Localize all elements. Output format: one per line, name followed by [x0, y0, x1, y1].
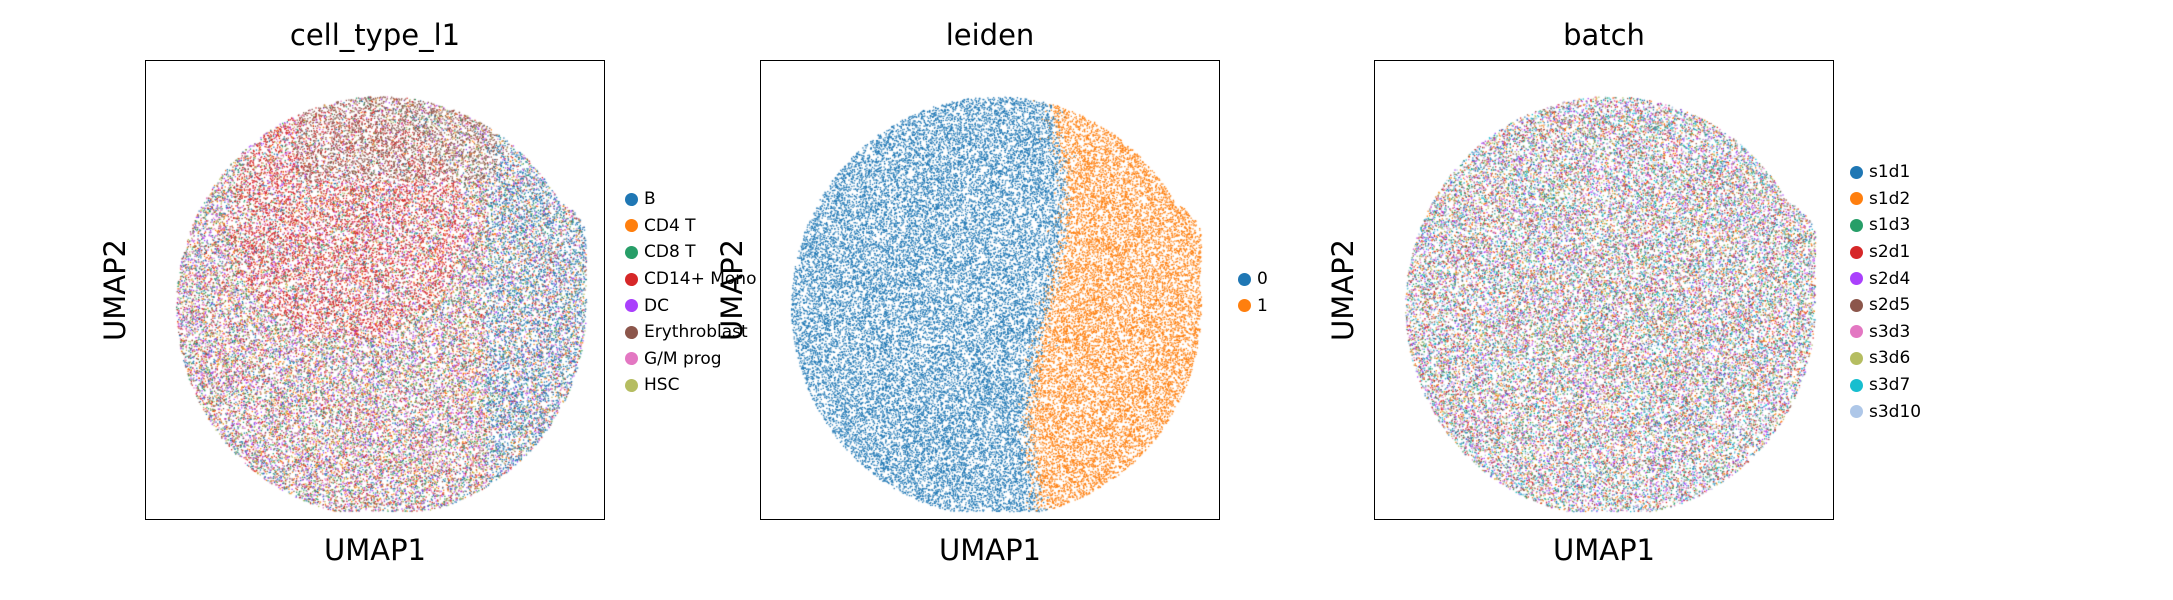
- legend-label: s3d7: [1869, 375, 1911, 396]
- legend-marker: [1850, 325, 1863, 339]
- legend-label: s2d4: [1869, 268, 1911, 289]
- legend-marker: [625, 192, 638, 206]
- y-axis-label: UMAP2: [715, 238, 749, 342]
- legend-label: B: [644, 189, 656, 210]
- legend-label: CD4 T: [644, 215, 696, 236]
- legend-entry: s2d1: [1850, 239, 1921, 266]
- legend-entry: B: [625, 186, 756, 213]
- legend-marker: [1850, 165, 1863, 179]
- legend-label: HSC: [644, 375, 680, 396]
- legend-entry: Erythroblast: [625, 319, 756, 346]
- plot-area: [145, 60, 605, 520]
- legend-entry: s1d1: [1850, 159, 1921, 186]
- legend-marker: [1850, 272, 1863, 286]
- legend-label: DC: [644, 295, 669, 316]
- scatter-points: [1375, 61, 1833, 519]
- y-axis-label: UMAP2: [1326, 238, 1360, 342]
- legend-label: s2d1: [1869, 242, 1911, 263]
- plot-area: [760, 60, 1220, 520]
- legend-entry: s1d3: [1850, 212, 1921, 239]
- umap-panel-batch: batch UMAP1: [1374, 0, 1834, 600]
- legend-marker: [1850, 298, 1863, 312]
- legend-label: G/M prog: [644, 348, 722, 369]
- legend-entry: HSC: [625, 372, 756, 399]
- legend-label: s1d1: [1869, 162, 1911, 183]
- legend-label: Erythroblast: [644, 322, 748, 343]
- x-axis-label: UMAP1: [323, 533, 427, 567]
- legend-label: 0: [1257, 269, 1268, 290]
- legend-entry: G/M prog: [625, 346, 756, 373]
- legend: B CD4 T CD8 T CD14+ Mono DC Erythroblast G/M p…: [625, 186, 756, 399]
- legend: s1d1 s1d2 s1d3 s2d1 s2d4 s2d5 s3d3 s3d6 s3d7 s3d1…: [1850, 159, 1921, 425]
- legend-entry: CD8 T: [625, 239, 756, 266]
- legend-marker: [1850, 218, 1863, 232]
- legend-marker: [625, 219, 638, 233]
- legend-marker: [625, 299, 638, 313]
- legend-label: CD14+ Mono: [644, 269, 757, 290]
- x-axis-label: UMAP1: [938, 533, 1042, 567]
- legend-label: s3d10: [1869, 401, 1922, 422]
- legend-marker: [625, 325, 638, 339]
- umap-panel-leiden: leiden UMAP1: [760, 0, 1220, 600]
- legend-label: s3d6: [1869, 348, 1911, 369]
- legend-marker: [1850, 378, 1863, 392]
- legend-entry: CD4 T: [625, 213, 756, 240]
- legend-entry: s2d4: [1850, 265, 1921, 292]
- legend-marker: [1850, 351, 1863, 365]
- plot-area: [1374, 60, 1834, 520]
- legend-marker: [1850, 192, 1863, 206]
- legend-entry: s3d3: [1850, 319, 1921, 346]
- legend-entry: s1d2: [1850, 186, 1921, 213]
- legend-marker: [625, 378, 638, 392]
- legend-label: s2d5: [1869, 295, 1911, 316]
- legend-marker: [625, 245, 638, 259]
- legend-marker: [1238, 299, 1251, 313]
- chart-title: cell_type_l1: [289, 18, 461, 52]
- legend-label: 1: [1257, 295, 1268, 316]
- legend-entry: s3d10: [1850, 398, 1921, 425]
- legend-entry: s3d7: [1850, 372, 1921, 399]
- legend-marker: [1238, 272, 1251, 286]
- x-axis-label: UMAP1: [1552, 533, 1656, 567]
- y-axis-label: UMAP2: [98, 238, 132, 342]
- umap-panel-cell-type: cell_type_l1 UMAP1: [145, 0, 605, 600]
- legend-marker: [625, 352, 638, 366]
- legend-entry: 0: [1238, 266, 1268, 293]
- legend-marker: [1850, 245, 1863, 259]
- legend-label: s3d3: [1869, 321, 1911, 342]
- legend-marker: [1850, 405, 1863, 419]
- legend-entry: 1: [1238, 293, 1268, 320]
- legend-marker: [625, 272, 638, 286]
- legend-entry: s2d5: [1850, 292, 1921, 319]
- legend-label: CD8 T: [644, 242, 696, 263]
- legend-label: s1d3: [1869, 215, 1911, 236]
- legend-entry: DC: [625, 292, 756, 319]
- legend-entry: CD14+ Mono: [625, 266, 756, 293]
- chart-title: batch: [1563, 18, 1645, 52]
- scatter-points: [761, 61, 1219, 519]
- chart-title: leiden: [945, 18, 1035, 52]
- legend-label: s1d2: [1869, 188, 1911, 209]
- scatter-points: [146, 61, 604, 519]
- legend-entry: s3d6: [1850, 345, 1921, 372]
